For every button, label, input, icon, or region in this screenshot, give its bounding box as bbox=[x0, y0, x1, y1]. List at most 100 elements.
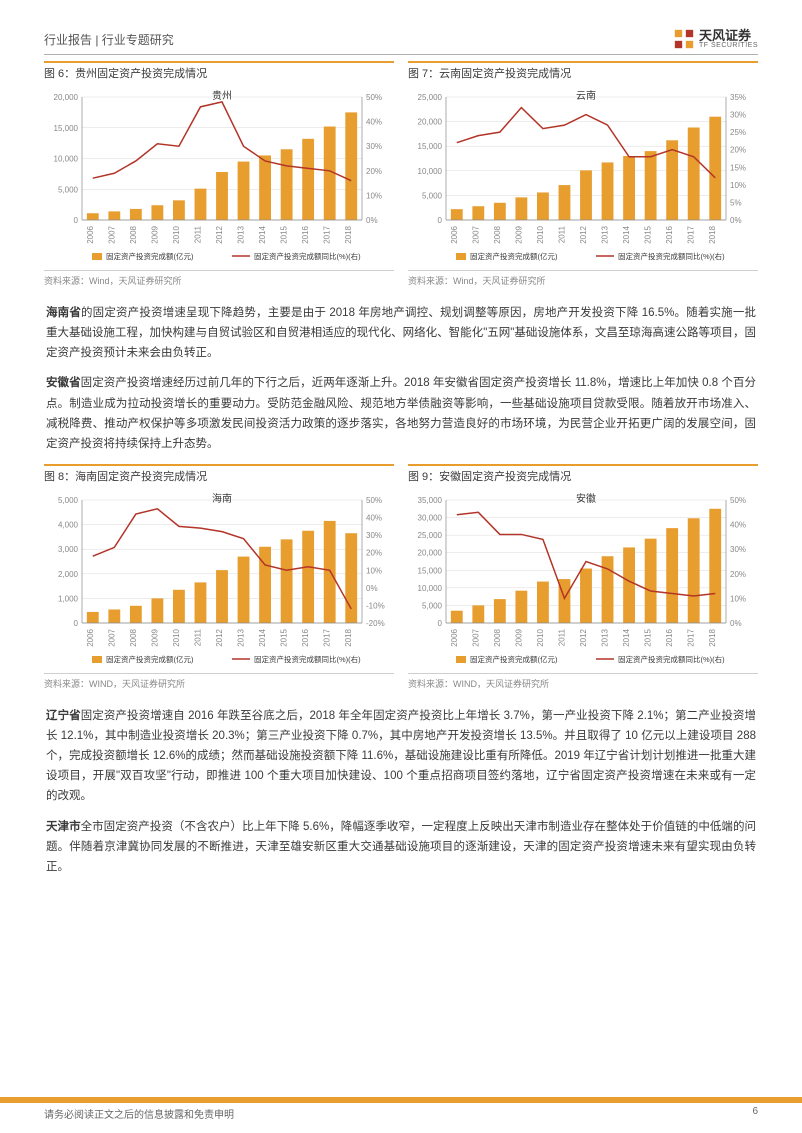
svg-text:30,000: 30,000 bbox=[418, 513, 443, 522]
svg-text:固定资产投资完成额(亿元): 固定资产投资完成额(亿元) bbox=[106, 654, 194, 664]
svg-text:10,000: 10,000 bbox=[418, 584, 443, 593]
para1-text: 的固定资产投资增速呈现下降趋势，主要是由于 2018 年房地产调控、规划调整等原… bbox=[46, 307, 756, 359]
svg-text:2017: 2017 bbox=[687, 628, 696, 646]
chart-9-title: 图 9：安徽固定资产投资完成情况 bbox=[408, 464, 758, 484]
logo-icon bbox=[673, 28, 695, 50]
para3-lead: 辽宁省 bbox=[46, 710, 81, 722]
svg-text:10,000: 10,000 bbox=[418, 167, 443, 176]
svg-text:0%: 0% bbox=[730, 619, 742, 628]
svg-text:0%: 0% bbox=[366, 584, 378, 593]
svg-text:2010: 2010 bbox=[172, 225, 181, 243]
chart-8: 图 8：海南固定资产投资完成情况 01,0002,0003,0004,0005,… bbox=[44, 464, 394, 698]
svg-text:2013: 2013 bbox=[237, 225, 246, 243]
svg-text:贵州: 贵州 bbox=[212, 89, 232, 102]
svg-text:15,000: 15,000 bbox=[54, 124, 79, 133]
svg-text:2,000: 2,000 bbox=[58, 570, 79, 579]
page-header: 行业报告 | 行业专题研究 天风证券 TF SECURITIES bbox=[44, 28, 758, 55]
svg-text:25,000: 25,000 bbox=[418, 531, 443, 540]
chart-7: 图 7：云南固定资产投资完成情况 05,00010,00015,00020,00… bbox=[408, 61, 758, 295]
svg-text:40%: 40% bbox=[366, 118, 382, 127]
svg-text:-20%: -20% bbox=[366, 619, 385, 628]
svg-text:10%: 10% bbox=[730, 594, 746, 603]
svg-text:30%: 30% bbox=[366, 531, 382, 540]
logo-main-text: 天风证券 bbox=[699, 29, 758, 42]
para1-lead: 海南省 bbox=[46, 307, 81, 319]
svg-text:2011: 2011 bbox=[557, 628, 566, 646]
svg-text:2018: 2018 bbox=[344, 225, 353, 243]
svg-text:30%: 30% bbox=[730, 111, 746, 120]
svg-text:10,000: 10,000 bbox=[54, 155, 79, 164]
chart-9-source: 资料来源：WIND，天风证券研究所 bbox=[408, 673, 758, 698]
svg-text:2012: 2012 bbox=[215, 225, 224, 243]
page-footer: 请务必阅读正文之后的信息披露和免责申明 6 bbox=[44, 1106, 758, 1121]
svg-text:2007: 2007 bbox=[471, 628, 480, 646]
svg-text:2006: 2006 bbox=[86, 225, 95, 243]
paragraph-liaoning: 辽宁省固定资产投资增速自 2016 年跌至谷底之后，2018 年全年固定资产投资… bbox=[44, 706, 758, 807]
svg-text:2017: 2017 bbox=[687, 225, 696, 243]
svg-text:5,000: 5,000 bbox=[422, 601, 443, 610]
svg-text:35,000: 35,000 bbox=[418, 496, 443, 505]
svg-text:固定资产投资完成额同比(%)(右): 固定资产投资完成额同比(%)(右) bbox=[618, 654, 725, 664]
svg-text:2018: 2018 bbox=[344, 628, 353, 646]
para4-text: 全市固定资产投资（不含农户）比上年下降 5.6%，降幅逐季收窄，一定程度上反映出… bbox=[46, 821, 756, 873]
svg-text:2007: 2007 bbox=[471, 225, 480, 243]
svg-text:2013: 2013 bbox=[237, 628, 246, 646]
svg-text:2011: 2011 bbox=[557, 225, 566, 243]
chart-9: 图 9：安徽固定资产投资完成情况 05,00010,00015,00020,00… bbox=[408, 464, 758, 698]
svg-text:25,000: 25,000 bbox=[418, 93, 443, 102]
svg-text:20,000: 20,000 bbox=[54, 93, 79, 102]
svg-text:2007: 2007 bbox=[107, 628, 116, 646]
chart-7-source: 资料来源：Wind，天风证券研究所 bbox=[408, 270, 758, 295]
paragraph-tianjin: 天津市全市固定资产投资（不含农户）比上年下降 5.6%，降幅逐季收窄，一定程度上… bbox=[44, 817, 758, 877]
svg-text:5%: 5% bbox=[730, 198, 742, 207]
svg-text:固定资产投资完成额(亿元): 固定资产投资完成额(亿元) bbox=[106, 251, 194, 261]
svg-text:5,000: 5,000 bbox=[58, 185, 79, 194]
para2-text: 固定资产投资增速经历过前几年的下行之后，近两年逐渐上升。2018 年安徽省固定资… bbox=[46, 377, 756, 449]
svg-text:40%: 40% bbox=[730, 520, 746, 529]
para3-text: 固定资产投资增速自 2016 年跌至谷底之后，2018 年全年固定资产投资比上年… bbox=[46, 710, 756, 803]
svg-text:10%: 10% bbox=[730, 181, 746, 190]
svg-text:2009: 2009 bbox=[150, 628, 159, 646]
logo-sub-text: TF SECURITIES bbox=[699, 42, 758, 49]
svg-text:20,000: 20,000 bbox=[418, 118, 443, 127]
svg-text:2014: 2014 bbox=[258, 628, 267, 646]
chart-6-source: 资料来源：Wind，天风证券研究所 bbox=[44, 270, 394, 295]
svg-text:固定资产投资完成额(亿元): 固定资产投资完成额(亿元) bbox=[470, 251, 558, 261]
svg-text:0: 0 bbox=[74, 216, 79, 225]
chart-6-title: 图 6：贵州固定资产投资完成情况 bbox=[44, 61, 394, 81]
para4-lead: 天津市 bbox=[46, 821, 81, 833]
svg-text:固定资产投资完成额同比(%)(右): 固定资产投资完成额同比(%)(右) bbox=[618, 251, 725, 261]
svg-text:固定资产投资完成额同比(%)(右): 固定资产投资完成额同比(%)(右) bbox=[254, 654, 361, 664]
svg-text:20%: 20% bbox=[366, 549, 382, 558]
svg-text:2014: 2014 bbox=[258, 225, 267, 243]
svg-text:20%: 20% bbox=[366, 167, 382, 176]
svg-text:15%: 15% bbox=[730, 163, 746, 172]
svg-text:-10%: -10% bbox=[366, 601, 385, 610]
svg-text:2010: 2010 bbox=[536, 628, 545, 646]
svg-text:2011: 2011 bbox=[193, 225, 202, 243]
svg-text:2017: 2017 bbox=[323, 628, 332, 646]
svg-text:2009: 2009 bbox=[514, 628, 523, 646]
para2-lead: 安徽省 bbox=[46, 377, 81, 389]
svg-text:10%: 10% bbox=[366, 191, 382, 200]
svg-text:10%: 10% bbox=[366, 566, 382, 575]
svg-text:0: 0 bbox=[438, 619, 443, 628]
svg-text:4,000: 4,000 bbox=[58, 520, 79, 529]
svg-text:30%: 30% bbox=[366, 142, 382, 151]
svg-text:2012: 2012 bbox=[215, 628, 224, 646]
svg-text:40%: 40% bbox=[366, 513, 382, 522]
svg-text:15,000: 15,000 bbox=[418, 566, 443, 575]
svg-text:50%: 50% bbox=[730, 496, 746, 505]
svg-text:2013: 2013 bbox=[601, 628, 610, 646]
svg-text:2009: 2009 bbox=[514, 225, 523, 243]
svg-text:0%: 0% bbox=[730, 216, 742, 225]
svg-text:2015: 2015 bbox=[280, 628, 289, 646]
svg-text:2013: 2013 bbox=[601, 225, 610, 243]
svg-text:2018: 2018 bbox=[708, 628, 717, 646]
svg-text:0%: 0% bbox=[366, 216, 378, 225]
chart-7-title: 图 7：云南固定资产投资完成情况 bbox=[408, 61, 758, 81]
svg-text:2012: 2012 bbox=[579, 628, 588, 646]
paragraph-anhui: 安徽省固定资产投资增速经历过前几年的下行之后，近两年逐渐上升。2018 年安徽省… bbox=[44, 373, 758, 454]
svg-text:2016: 2016 bbox=[665, 225, 674, 243]
page-number: 6 bbox=[752, 1106, 758, 1121]
